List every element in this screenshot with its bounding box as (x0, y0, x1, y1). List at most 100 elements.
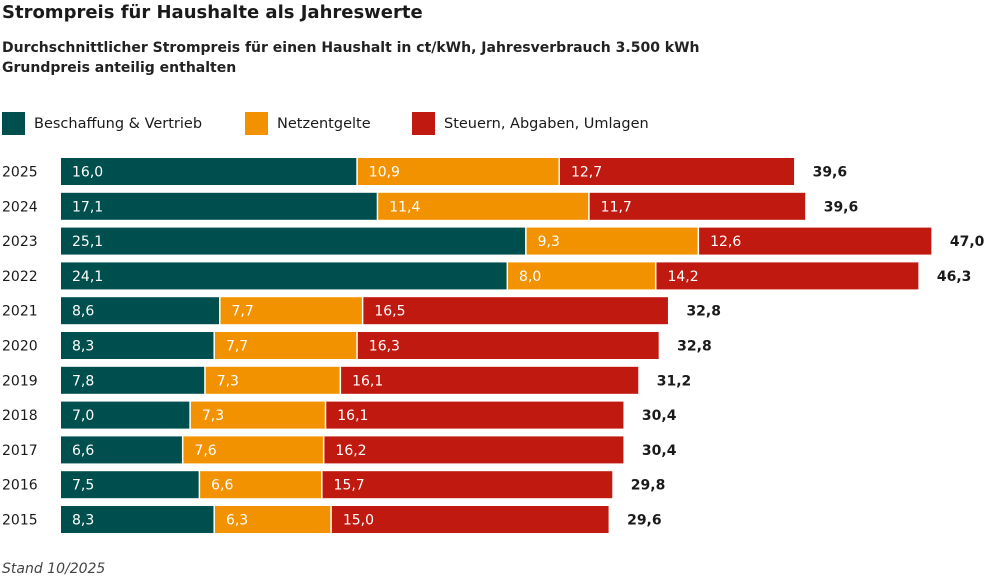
category-label: 2017 (2, 443, 38, 459)
data-label: 7,3 (217, 373, 239, 389)
bar-segment (61, 471, 199, 499)
bar-segment (526, 227, 698, 255)
bar-segment (61, 332, 214, 359)
bar-segment (190, 401, 325, 429)
bar-segment (699, 227, 932, 255)
data-label: 7,3 (202, 408, 224, 424)
data-label: 7,7 (226, 339, 248, 355)
bar-segment (341, 366, 639, 394)
total-label: 30,4 (642, 443, 677, 459)
legend-item-netzentgelte: Netzentgelte (245, 112, 371, 135)
data-label: 16,0 (72, 165, 103, 181)
legend-label: Netzentgelte (277, 115, 371, 132)
category-label: 2019 (2, 373, 38, 389)
bar-segment (61, 297, 220, 325)
bar-segment (61, 401, 190, 429)
bar-segment (214, 506, 331, 533)
legend-label: Beschaffung & Vertrieb (34, 115, 203, 132)
bar-segment (363, 297, 668, 325)
bar-segment (559, 158, 795, 185)
data-label: 6,6 (211, 478, 233, 494)
data-label: 6,6 (72, 443, 94, 459)
data-label: 14,2 (667, 269, 698, 285)
data-label: 12,7 (571, 165, 602, 181)
legend-item-beschaffung: Beschaffung & Vertrieb (2, 112, 202, 135)
total-label: 47,0 (950, 234, 984, 250)
category-label: 2023 (2, 234, 38, 250)
bar-segment (326, 401, 624, 429)
bar-segment (200, 471, 322, 499)
data-label: 7,7 (232, 304, 254, 320)
category-label: 2021 (2, 304, 38, 320)
data-label: 16,2 (335, 443, 366, 459)
bar-segment (183, 436, 323, 464)
total-label: 29,6 (627, 513, 662, 529)
bar-segment (61, 506, 214, 533)
data-label: 8,3 (72, 339, 94, 355)
data-label: 17,1 (72, 199, 103, 215)
total-label: 39,6 (813, 165, 848, 181)
bar-segment (508, 262, 655, 290)
category-label: 2024 (2, 199, 38, 215)
category-label: 2016 (2, 478, 38, 494)
bar-segment (61, 262, 507, 290)
category-label: 2020 (2, 339, 38, 355)
chart-subtitle-line-1: Durchschnittlicher Strompreis für einen … (2, 40, 700, 56)
bar-segment (656, 262, 919, 290)
total-label: 46,3 (937, 269, 972, 285)
data-label: 15,7 (334, 478, 365, 494)
bar-segment (324, 436, 624, 464)
data-label: 7,8 (72, 373, 94, 389)
chart-title: Strompreis für Haushalte als Jahreswerte (2, 2, 423, 23)
bar-segment (61, 158, 357, 185)
data-label: 15,0 (343, 513, 374, 529)
data-label: 7,0 (72, 408, 94, 424)
data-label: 6,3 (226, 513, 248, 529)
bar-segment (589, 192, 806, 220)
data-label: 7,5 (72, 478, 94, 494)
legend-swatch (412, 112, 435, 135)
legend-label: Steuern, Abgaben, Umlagen (444, 115, 649, 132)
bar-segment (322, 471, 613, 499)
legend-swatch (2, 112, 25, 135)
legend-item-steuern: Steuern, Abgaben, Umlagen (412, 112, 649, 135)
data-label: 8,3 (72, 513, 94, 529)
total-label: 29,8 (631, 478, 666, 494)
bar-segment (331, 506, 609, 533)
bar-segment (61, 227, 526, 255)
data-label: 24,1 (72, 269, 103, 285)
footnote: Stand 10/2025 (2, 561, 106, 577)
total-label: 32,8 (677, 339, 712, 355)
data-label: 8,0 (519, 269, 541, 285)
bar-segment (220, 297, 362, 325)
total-label: 39,6 (824, 199, 859, 215)
data-label: 7,6 (194, 443, 216, 459)
data-label: 16,5 (374, 304, 405, 320)
bar-segment (214, 332, 357, 359)
legend-swatch (245, 112, 268, 135)
data-label: 16,3 (369, 339, 400, 355)
bar-segment (61, 436, 182, 464)
category-label: 2018 (2, 408, 38, 424)
category-label: 2025 (2, 165, 38, 181)
data-label: 11,7 (601, 199, 632, 215)
data-label: 12,6 (710, 234, 741, 250)
category-label: 2015 (2, 513, 38, 529)
data-label: 10,9 (369, 165, 400, 181)
chart-subtitle-line-2: Grundpreis anteilig enthalten (2, 60, 237, 76)
bar-segment (61, 192, 377, 220)
total-label: 31,2 (657, 373, 692, 389)
bar-segment (357, 158, 559, 185)
data-label: 25,1 (72, 234, 103, 250)
data-label: 8,6 (72, 304, 94, 320)
data-label: 9,3 (538, 234, 560, 250)
total-label: 30,4 (642, 408, 677, 424)
bar-segment (205, 366, 340, 394)
total-label: 32,8 (686, 304, 721, 320)
bar-segment (357, 332, 659, 359)
data-label: 11,4 (389, 199, 420, 215)
data-label: 16,1 (352, 373, 383, 389)
bar-segment (61, 366, 205, 394)
bar-segment (378, 192, 589, 220)
